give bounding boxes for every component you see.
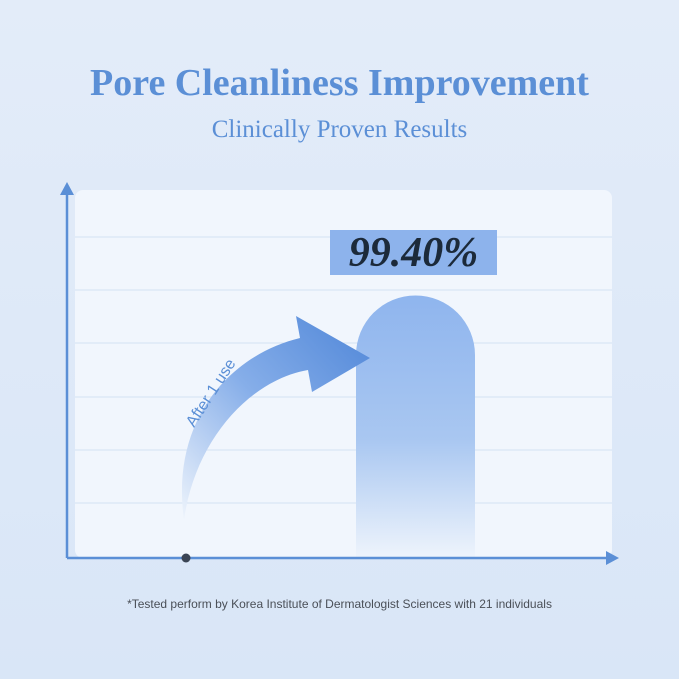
axes (60, 182, 619, 565)
panel (75, 190, 612, 558)
footnote: *Tested perform by Korea Institute of De… (127, 597, 552, 611)
bar (356, 295, 475, 558)
curved-arrow (181, 316, 370, 520)
title: Pore Cleanliness Improvement (90, 62, 589, 104)
badge-box (330, 230, 497, 275)
subtitle: Clinically Proven Results (212, 116, 468, 143)
badge-value: 99.40% (349, 230, 479, 276)
origin-dot (181, 553, 191, 563)
